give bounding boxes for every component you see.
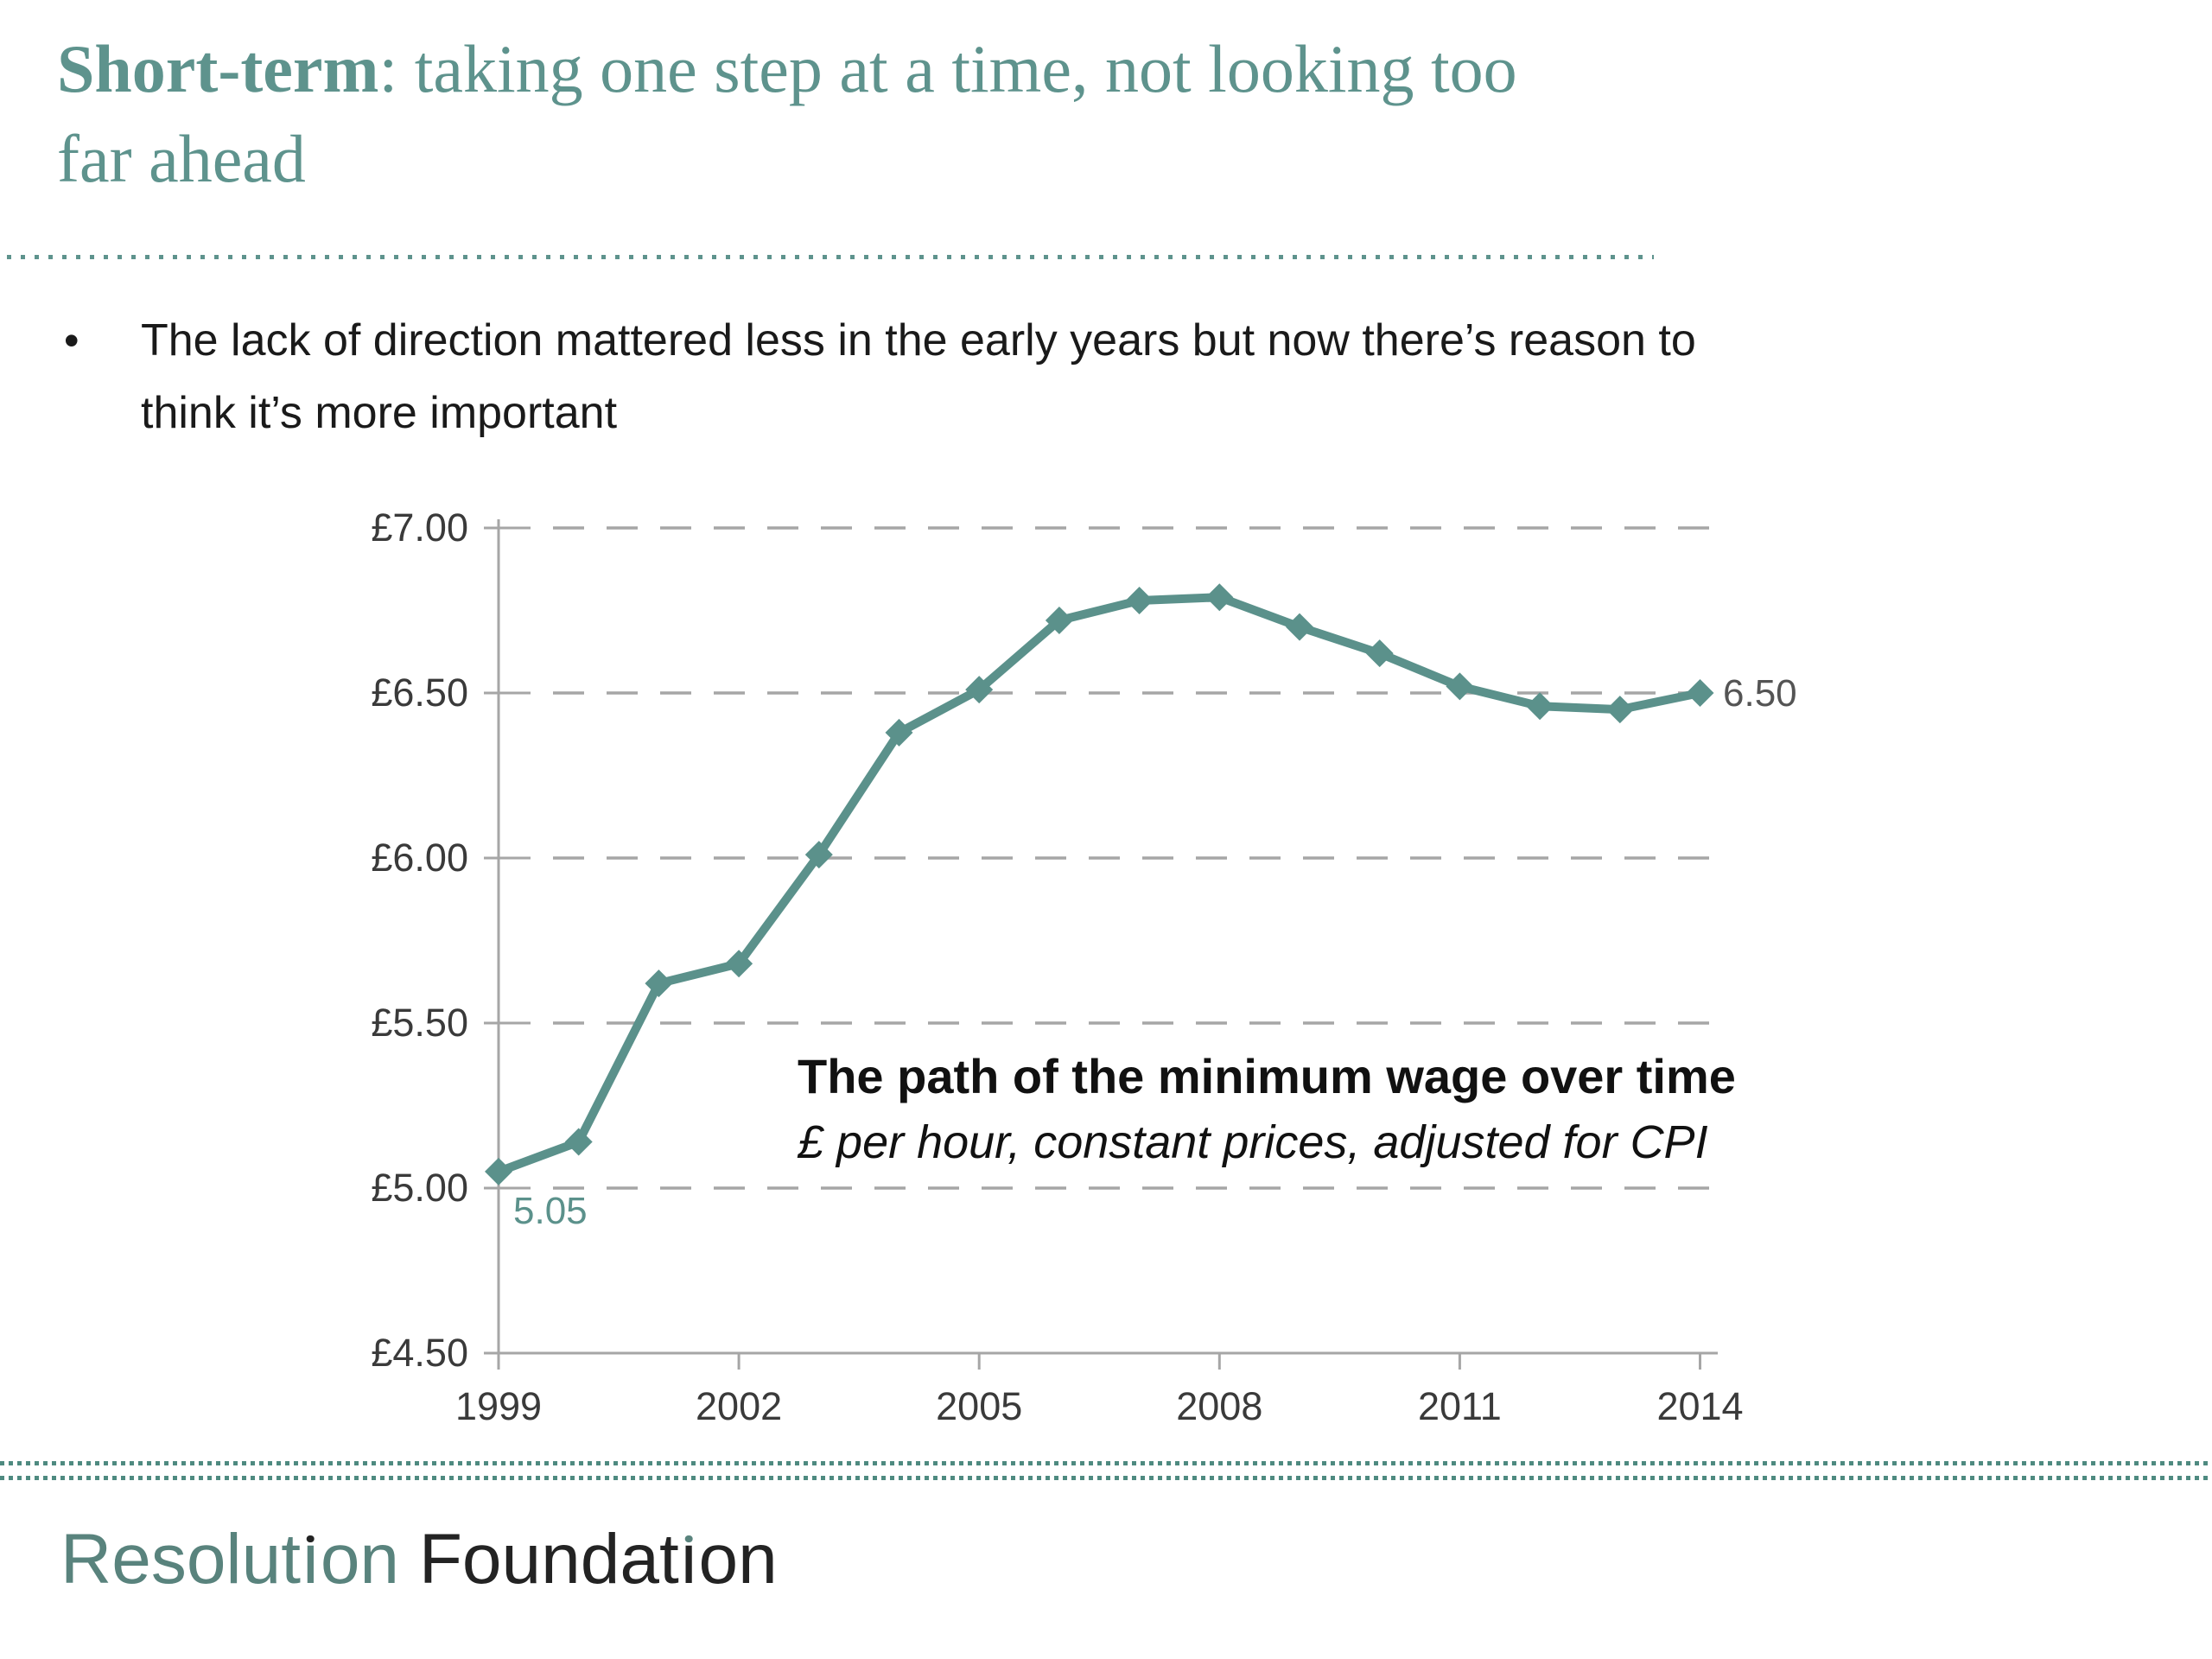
title-separator-dotted [7, 255, 1654, 259]
y-tick-label: £7.00 [371, 505, 468, 550]
data-point [965, 676, 994, 704]
x-tick-label: 2011 [1418, 1384, 1502, 1428]
x-tick-label: 2005 [936, 1384, 1022, 1428]
x-tick-label: 2014 [1656, 1384, 1743, 1428]
bullet-marker: • [64, 316, 79, 365]
data-point [564, 1128, 593, 1156]
x-tick-label: 2008 [1176, 1384, 1262, 1428]
y-tick-label: £6.50 [371, 671, 468, 715]
data-point [1045, 606, 1073, 634]
footer-dotted-line-row1 [0, 1461, 2212, 1465]
brand-resolution-text: on [320, 1520, 400, 1599]
title-bold: Short-term [57, 31, 379, 106]
data-point [885, 718, 913, 747]
wage-line [494, 593, 1705, 1176]
chart-annotation: The path of the minimum wage over time £… [798, 1044, 1736, 1175]
bullet-line: The lack of direction mattered less in t… [141, 315, 1696, 365]
first-point-label: 5.05 [513, 1190, 588, 1232]
data-point [804, 841, 833, 869]
data-point [1686, 679, 1714, 707]
data-point [1526, 692, 1554, 721]
y-tick-label: £4.50 [371, 1331, 468, 1375]
data-point [1125, 587, 1154, 615]
brand-foundation-i: ı [678, 1520, 699, 1599]
bullet-text: The lack of direction mattered less in t… [141, 304, 1696, 449]
data-point [1365, 639, 1394, 668]
brand-resolution-text: Resolut [60, 1520, 302, 1599]
page-title: Short-term: taking one step at a time, n… [57, 24, 2148, 204]
title-rest: : taking one step at a time, not looking… [378, 31, 1517, 106]
title-line-2: far ahead [57, 121, 306, 196]
title-line-1: Short-term: taking one step at a time, n… [57, 24, 2148, 114]
x-tick-label: 1999 [455, 1384, 542, 1428]
chart-title: The path of the minimum wage over time [798, 1049, 1736, 1103]
y-tick-label: £5.50 [371, 1001, 468, 1045]
x-tick-label: 2002 [696, 1384, 782, 1428]
data-point [1605, 696, 1634, 724]
footer-dotted-line-row2 [0, 1476, 2212, 1480]
data-point [1286, 613, 1313, 641]
data-point [485, 1157, 512, 1185]
brand-resolution-i: ı [301, 1520, 321, 1599]
y-tick-label: £5.00 [371, 1166, 468, 1210]
data-point [725, 950, 753, 978]
data-point [1446, 672, 1474, 701]
bullet-line: think it’s more important [141, 388, 618, 438]
chart-subtitle: £ per hour, constant prices, adjusted fo… [798, 1116, 1708, 1168]
data-point [645, 969, 673, 998]
y-tick-label: £6.00 [371, 836, 468, 880]
last-point-label: 6.50 [1723, 672, 1797, 715]
brand-logo: Resolutıon Foundatıon [60, 1524, 778, 1595]
brand-foundation-text: Foundat [418, 1520, 679, 1599]
brand-resolution: Resolutıon [60, 1520, 399, 1599]
data-point [1205, 583, 1234, 612]
brand-foundation-text: on [698, 1520, 778, 1599]
brand-foundation: Foundatıon [399, 1520, 778, 1599]
